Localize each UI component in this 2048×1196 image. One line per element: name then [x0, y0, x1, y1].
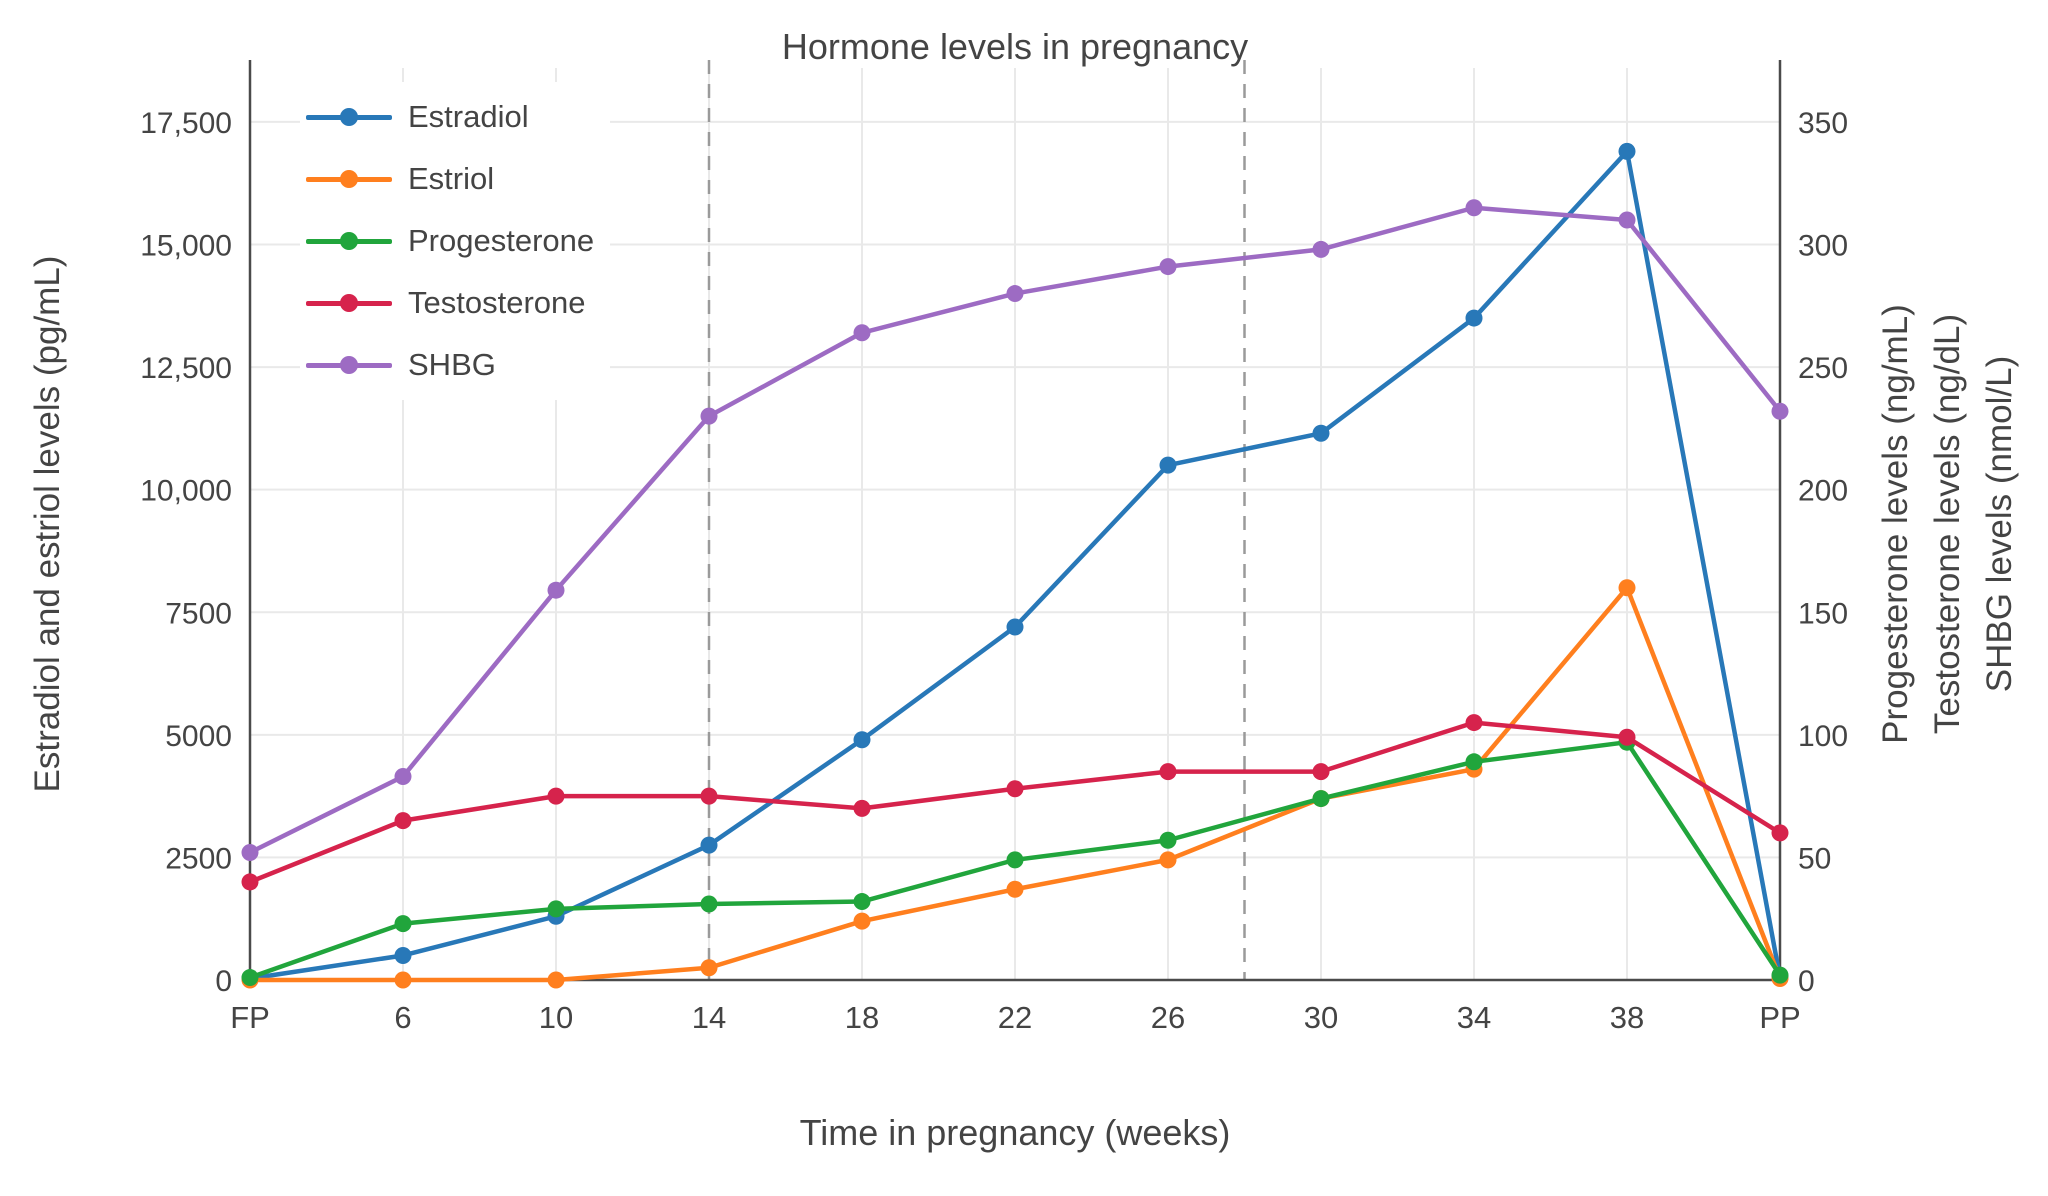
y-tick-label-left: 12,500 — [140, 352, 232, 385]
data-point-estradiol — [1618, 142, 1636, 160]
data-point-estradiol — [700, 836, 718, 854]
legend-label: Estriol — [408, 161, 495, 196]
data-point-estriol — [1618, 579, 1636, 597]
data-point-testosterone — [1312, 763, 1330, 781]
data-point-testosterone — [853, 799, 871, 817]
data-point-testosterone — [1771, 824, 1789, 842]
legend-label: Estradiol — [408, 99, 529, 134]
data-point-testosterone — [1465, 714, 1483, 732]
x-tick-label: PP — [1759, 1000, 1800, 1035]
x-tick-label: 34 — [1457, 1000, 1491, 1035]
legend: Estradiol Estriol Progesterone Testoster… — [300, 82, 611, 400]
y-tick-label-right: 300 — [1798, 230, 1848, 263]
data-point-progesterone — [394, 915, 412, 933]
y-tick-label-left: 0 — [215, 965, 232, 998]
legend-label: SHBG — [408, 347, 496, 382]
data-point-estradiol — [853, 731, 871, 749]
data-point-estriol — [1006, 880, 1024, 898]
y-tick-label-right: 0 — [1798, 965, 1815, 998]
data-point-progesterone — [700, 895, 718, 913]
data-point-progesterone — [1771, 966, 1789, 984]
y-tick-label-left: 5000 — [165, 720, 232, 753]
data-point-progesterone — [853, 893, 871, 911]
data-point-shbg — [394, 768, 412, 786]
data-point-estradiol — [1006, 618, 1024, 636]
legend-item-estradiol[interactable]: Estradiol — [306, 86, 594, 148]
y-tick-label-left: 2500 — [165, 842, 232, 875]
y-tick-label-left: 17,500 — [140, 107, 232, 140]
x-tick-label: 10 — [539, 1000, 573, 1035]
y-tick-label-right: 100 — [1798, 720, 1848, 753]
y-tick-label-right: 150 — [1798, 597, 1848, 630]
x-tick-label: 26 — [1151, 1000, 1185, 1035]
data-point-progesterone — [1159, 831, 1177, 849]
data-point-shbg — [700, 407, 718, 425]
data-point-testosterone — [547, 787, 565, 805]
y-tick-label-right: 350 — [1798, 107, 1848, 140]
data-point-testosterone — [241, 873, 259, 891]
legend-item-shbg[interactable]: SHBG — [306, 334, 594, 396]
data-point-shbg — [1618, 211, 1636, 229]
legend-item-testosterone[interactable]: Testosterone — [306, 272, 594, 334]
data-point-estriol — [1159, 851, 1177, 869]
legend-label: Testosterone — [408, 285, 586, 320]
x-tick-label: 18 — [845, 1000, 879, 1035]
x-tick-label: 6 — [394, 1000, 411, 1035]
data-point-progesterone — [1312, 790, 1330, 808]
data-point-progesterone — [1006, 851, 1024, 869]
data-point-shbg — [1771, 402, 1789, 420]
data-point-estriol — [547, 971, 565, 989]
y-tick-label-left: 7500 — [165, 597, 232, 630]
x-tick-label: 14 — [692, 1000, 726, 1035]
x-axis-title: Time in pregnancy (weeks) — [799, 1112, 1231, 1153]
data-point-estradiol — [1312, 424, 1330, 442]
data-point-shbg — [1159, 258, 1177, 276]
right-axis-title-shbg: SHBG levels (nmol/L) — [1980, 355, 2019, 693]
data-point-estradiol — [394, 946, 412, 964]
data-point-progesterone — [547, 900, 565, 918]
left-axis-title: Estradiol and estriol levels (pg/mL) — [28, 255, 67, 793]
y-tick-label-left: 10,000 — [140, 475, 232, 508]
y-tick-label-right: 50 — [1798, 842, 1831, 875]
data-point-shbg — [1465, 199, 1483, 217]
data-point-estriol — [394, 971, 412, 989]
legend-item-progesterone[interactable]: Progesterone — [306, 210, 594, 272]
legend-item-estriol[interactable]: Estriol — [306, 148, 594, 210]
data-point-shbg — [547, 581, 565, 599]
estriol-line-swatch-icon — [306, 169, 392, 189]
data-point-shbg — [1312, 240, 1330, 258]
y-tick-label-right: 250 — [1798, 352, 1848, 385]
data-point-progesterone — [241, 969, 259, 987]
data-point-estriol — [700, 959, 718, 977]
data-point-estriol — [853, 912, 871, 930]
shbg-line-swatch-icon — [306, 355, 392, 375]
data-point-testosterone — [1006, 780, 1024, 798]
data-point-estradiol — [1465, 309, 1483, 327]
testosterone-line-swatch-icon — [306, 293, 392, 313]
data-point-shbg — [853, 324, 871, 342]
progesterone-line-swatch-icon — [306, 231, 392, 251]
data-point-shbg — [241, 844, 259, 862]
data-point-shbg — [1006, 285, 1024, 303]
right-axis-title-testosterone: Testosterone levels (ng/dL) — [1928, 313, 1967, 735]
data-point-testosterone — [394, 812, 412, 830]
y-tick-label-left: 15,000 — [140, 230, 232, 263]
data-point-testosterone — [1618, 728, 1636, 746]
data-point-estradiol — [1159, 456, 1177, 474]
y-tick-label-right: 200 — [1798, 475, 1848, 508]
chart-title: Hormone levels in pregnancy — [781, 26, 1249, 67]
right-axis-title-progesterone: Progesterone levels (ng/mL) — [1876, 304, 1915, 744]
data-point-testosterone — [1159, 763, 1177, 781]
x-tick-label: 22 — [998, 1000, 1032, 1035]
legend-label: Progesterone — [408, 223, 595, 258]
x-tick-label: 30 — [1304, 1000, 1338, 1035]
x-tick-label: FP — [230, 1000, 270, 1035]
data-point-testosterone — [700, 787, 718, 805]
data-point-progesterone — [1465, 753, 1483, 771]
estradiol-line-swatch-icon — [306, 107, 392, 127]
x-tick-label: 38 — [1610, 1000, 1644, 1035]
